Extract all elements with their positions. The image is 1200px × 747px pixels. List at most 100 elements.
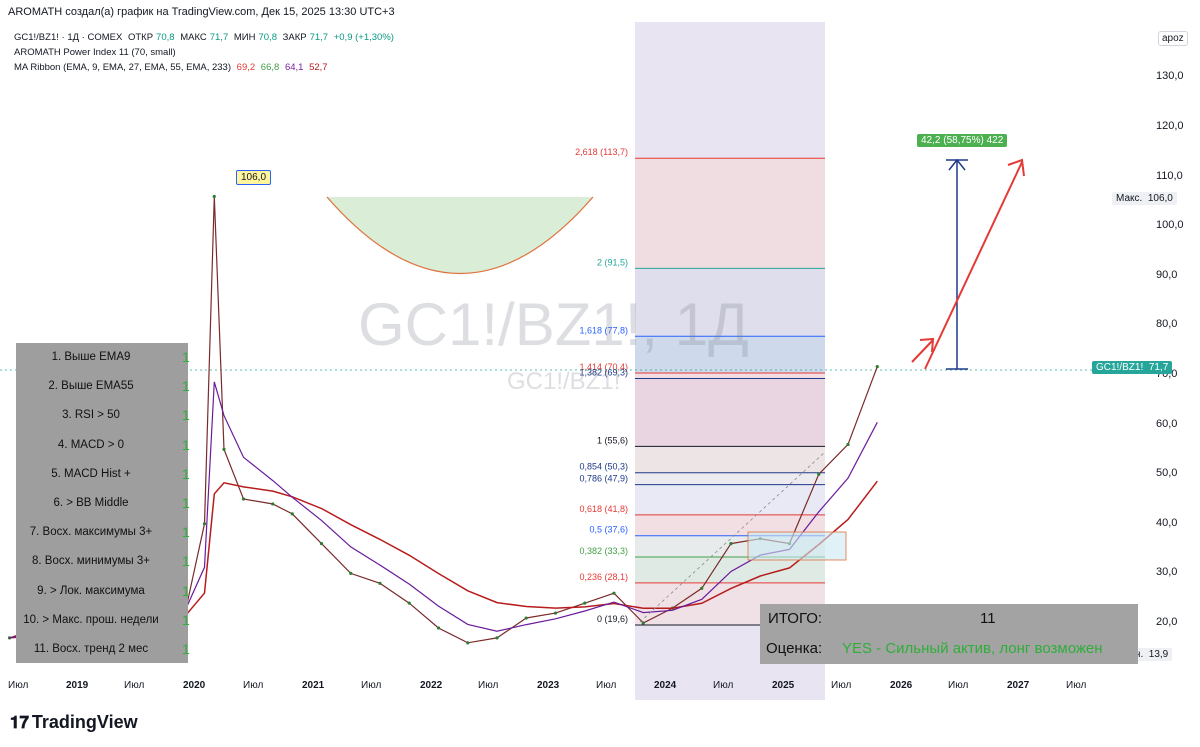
checklist-row: 1. Выше EMA9 1 — [16, 349, 190, 371]
price-tick-label: 80,0 — [1156, 318, 1178, 331]
max-tag: Макс. 106,0 — [1112, 192, 1177, 205]
price-point — [583, 601, 587, 605]
price-point — [271, 502, 275, 506]
price-point — [466, 641, 470, 645]
checklist-label: 3. RSI > 50 — [62, 409, 120, 422]
checklist-label: 9. > Лок. максимума — [37, 584, 145, 597]
price-point — [524, 616, 528, 620]
checklist-value: 1 — [182, 465, 190, 482]
price-tick-label: 100,0 — [1156, 219, 1184, 232]
symbol-watermark: GC1!/BZ1!, 1Д — [358, 291, 749, 358]
checklist-label: 4. MACD > 0 — [57, 438, 125, 451]
target-arrow — [924, 161, 1023, 370]
measure-arrowhead — [948, 158, 966, 171]
consolidation-box — [747, 531, 847, 561]
checklist-row: 9. > Лок. максимума 1 — [16, 582, 190, 605]
total-value: 11 — [980, 610, 996, 627]
checklist-value: 1 — [182, 407, 190, 424]
price-tick-label: 120,0 — [1156, 120, 1184, 132]
time-tick-label: 2019 — [66, 680, 89, 691]
tradingview-logo[interactable]: 𝟏𝟕 TradingView — [10, 712, 138, 733]
price-scale[interactable]: 130,0 120,0 110,0 100,0 90,0 80,0 70,0 60,0 50,0… — [1140, 0, 1200, 700]
price-tick-label: 50,0 — [1156, 467, 1178, 480]
checklist-row: 2. Выше EMA55 1 — [16, 378, 190, 400]
checklist-panel: 1. Выше EMA9 1 2. Выше EMA55 1 3. RSI > 50 1 4… — [16, 343, 190, 663]
price-point — [875, 364, 879, 369]
scale-mode-button[interactable]: apoz — [1158, 31, 1188, 46]
summary-panel: ИТОГО: 11 Оценка: YES - Сильный актив, л… — [760, 604, 1138, 664]
checklist-value: 1 — [182, 436, 190, 453]
max-tag-label: Макс. — [1116, 193, 1143, 204]
price-point — [202, 522, 207, 526]
current-value: 71,7 — [1148, 362, 1169, 373]
checklist-label: 1. Выше EMA9 — [51, 351, 131, 363]
ma-value-2: 66,8 — [260, 62, 280, 73]
price-point — [436, 626, 441, 630]
price-point — [495, 636, 499, 640]
price-point — [817, 472, 821, 476]
max-tag-value: 106,0 — [1147, 193, 1173, 204]
tv-logo-icon: 𝟏𝟕 — [10, 713, 29, 732]
time-tick-label: Июл — [243, 680, 264, 691]
checklist-row: 7. Восх. максимумы 3+ 1 — [16, 524, 190, 546]
fib-zone — [635, 336, 825, 374]
symbol-watermark-small: GC1!/BZ1! — [507, 368, 621, 395]
chart-legend: GC1!/BZ1! · 1Д · COMEX ОТКР 70,8 МАКС 71,7… — [14, 30, 397, 75]
total-label: ИТОГО: — [768, 610, 823, 627]
price-tick-label: 40,0 — [1156, 516, 1178, 529]
checklist-value: 1 — [182, 553, 190, 570]
time-tick-label: Июл — [361, 680, 382, 691]
legend-indicator-1[interactable]: AROMATH Power Index 11 (70, small) — [14, 45, 397, 60]
price-point — [641, 621, 645, 625]
time-tick-label: Июл — [478, 680, 499, 691]
legend-ohlc-row: GC1!/BZ1! · 1Д · COMEX ОТКР 70,8 МАКС 71,7… — [14, 30, 397, 45]
checklist-row: 6. > BB Middle 1 — [16, 495, 189, 517]
time-tick-label: 2021 — [302, 680, 325, 691]
fib-level-label: 1 (55,6) — [597, 435, 628, 445]
ma-value-1: 69,2 — [236, 62, 256, 73]
legend-indicator-2[interactable]: MA Ribbon (EMA, 9, EMA, 27, EMA, 55, EMA… — [14, 60, 397, 75]
small-arrowhead — [919, 337, 935, 353]
current-symbol: GC1!/BZ1! — [1096, 362, 1144, 373]
indicator-1-label: AROMATH Power Index 11 (70, small) — [14, 47, 176, 58]
fib-zone — [635, 446, 825, 473]
time-tick-label: 2027 — [1007, 680, 1030, 691]
checklist-value: 1 — [182, 524, 190, 541]
author-line: AROMATH создал(а) график на TradingView.… — [8, 6, 395, 18]
checklist-value: 1 — [182, 378, 190, 395]
price-point — [729, 542, 733, 546]
checklist-value: 1 — [182, 641, 190, 657]
legend-low-label: МИН — [233, 32, 256, 43]
legend-close-label: ЗАКР — [282, 32, 307, 43]
fib-level-label: 2,618 (113,7) — [575, 147, 628, 157]
price-point — [700, 586, 704, 590]
checklist-label: 6. > BB Middle — [53, 497, 129, 509]
time-tick-label: Июл — [1066, 680, 1087, 691]
fib-level-label: 0,382 (33,3) — [579, 546, 628, 556]
time-tick-label: Июл — [124, 680, 145, 691]
price-point — [212, 194, 216, 199]
fib-zone — [635, 472, 825, 485]
fib-level-label: 0,236 (28,1) — [579, 572, 628, 582]
legend-open: 70,8 — [156, 32, 175, 43]
price-tick-label: 110,0 — [1156, 169, 1183, 182]
fib-level-label: 0,854 (50,3) — [579, 462, 628, 472]
price-point — [319, 542, 324, 546]
legend-symbol[interactable]: GC1!/BZ1! · 1Д · COMEX — [14, 32, 123, 43]
price-point — [407, 601, 411, 605]
fib-level-label: 1,618 (77,8) — [579, 325, 628, 335]
cup-outline — [326, 196, 594, 274]
measure-callout: 42,2 (58,75%) 422 — [917, 134, 1008, 147]
min-tag-value: 13,9 — [1148, 649, 1169, 660]
checklist-row: 8. Восх. минимумы 3+ 1 — [16, 553, 190, 575]
checklist-label: 10. > Макс. прош. недели — [23, 613, 159, 626]
price-point — [290, 512, 294, 516]
checklist-label: 2. Выше EMA55 — [48, 380, 134, 393]
legend-high-label: МАКС — [180, 32, 207, 43]
time-tick-label: 2023 — [537, 680, 560, 691]
peak-callout: 106,0 — [236, 170, 272, 185]
checklist-value: 1 — [182, 582, 190, 599]
price-point — [222, 447, 226, 451]
time-tick-label: Июл — [713, 680, 734, 691]
grade-value: YES - Сильный актив, лонг возможен — [842, 640, 1103, 657]
